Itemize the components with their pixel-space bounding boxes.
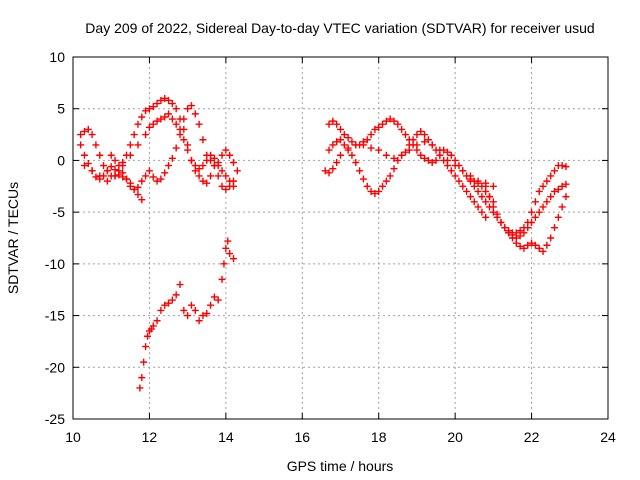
x-tick-label: 18 <box>371 429 387 445</box>
series-track-5 <box>136 237 237 392</box>
x-tick-label: 16 <box>294 429 310 445</box>
y-tick-label: 0 <box>57 152 65 168</box>
plus-markers <box>325 115 497 206</box>
x-tick-label: 24 <box>600 429 616 445</box>
y-tick-label: -25 <box>45 411 65 427</box>
plus-markers <box>325 127 490 221</box>
y-tick-label: 10 <box>49 49 65 65</box>
series-track-10 <box>482 182 570 255</box>
plus-markers <box>136 237 237 392</box>
plus-markers <box>482 182 570 255</box>
plus-markers <box>321 138 497 190</box>
data-points <box>77 94 570 392</box>
chart-title: Day 209 of 2022, Sidereal Day-to-day VTE… <box>85 20 594 36</box>
y-axis-label: SDTVAR / TECUs <box>5 182 21 294</box>
series-track-7 <box>325 115 497 206</box>
series-track-3 <box>80 110 237 190</box>
y-tick-label: -5 <box>53 204 66 220</box>
series-track-1 <box>77 141 146 204</box>
grid-lines <box>73 57 608 419</box>
y-tick-label: -20 <box>45 359 65 375</box>
plus-markers <box>107 102 241 193</box>
x-axis-label: GPS time / hours <box>287 458 394 474</box>
plus-markers <box>80 110 237 190</box>
series-track-8 <box>321 138 497 190</box>
x-tick-label: 20 <box>447 429 463 445</box>
plot-frame <box>72 56 609 420</box>
x-tick-label: 10 <box>65 429 81 445</box>
plus-markers <box>77 141 146 204</box>
series-track-6 <box>325 127 490 221</box>
series-track-4 <box>107 102 241 193</box>
y-tick-label: -15 <box>45 308 65 324</box>
x-tick-label: 22 <box>524 429 540 445</box>
x-tick-label: 14 <box>218 429 234 445</box>
axis-ticks: 10 12 14 16 18 20 22 24 -25 -20 -15 -10 -5 0 5 10 <box>45 49 616 445</box>
y-tick-label: -10 <box>45 256 65 272</box>
plus-markers <box>505 162 570 237</box>
series-track-11 <box>505 162 570 237</box>
x-tick-label: 12 <box>142 429 158 445</box>
y-tick-label: 5 <box>57 101 65 117</box>
